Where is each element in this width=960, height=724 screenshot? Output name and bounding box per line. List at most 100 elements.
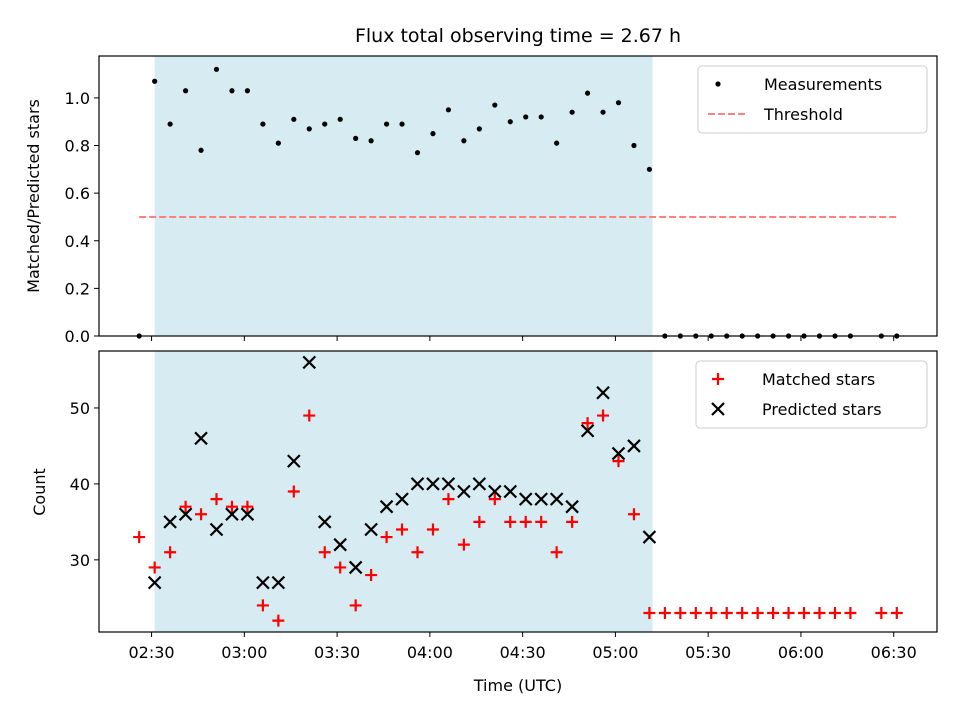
predicted-star-marker bbox=[503, 484, 518, 499]
matched-star-marker bbox=[612, 455, 625, 468]
predicted-star-marker bbox=[271, 575, 286, 590]
matched-star-marker bbox=[179, 500, 192, 513]
bottom-y-axis-label: Count bbox=[30, 468, 49, 516]
matched-star-marker bbox=[550, 546, 563, 559]
measurement-point bbox=[492, 102, 498, 108]
x-tick-label: 06:30 bbox=[871, 643, 917, 662]
measurement-point bbox=[275, 140, 281, 146]
matched-star-marker bbox=[303, 409, 316, 422]
x-tick-label: 04:30 bbox=[500, 643, 546, 662]
predicted-star-marker bbox=[147, 575, 162, 590]
x-axis-label: Time (UTC) bbox=[473, 676, 562, 695]
y-tick-label: 0.2 bbox=[65, 279, 90, 298]
measurement-point bbox=[260, 121, 266, 127]
predicted-star-marker bbox=[287, 454, 301, 468]
measurement-point bbox=[507, 119, 513, 125]
measurement-point bbox=[631, 142, 637, 149]
legend-box bbox=[697, 65, 928, 134]
y-tick-label: 0.6 bbox=[65, 184, 90, 203]
measurement-point bbox=[399, 121, 405, 127]
matched-star-marker bbox=[148, 561, 161, 574]
matched-star-marker bbox=[767, 607, 780, 620]
matched-star-marker bbox=[334, 561, 347, 574]
matched-star-marker bbox=[736, 607, 749, 620]
predicted-star-marker bbox=[178, 507, 193, 522]
predicted-star-marker bbox=[410, 477, 425, 491]
matched-star-marker bbox=[720, 607, 733, 620]
measurement-point bbox=[244, 88, 251, 94]
measurement-point bbox=[600, 109, 606, 115]
measurement-point bbox=[430, 131, 436, 137]
matched-star-marker bbox=[365, 569, 378, 582]
matched-star-marker bbox=[890, 607, 903, 620]
x-tick-label: 03:00 bbox=[221, 643, 267, 662]
measurement-point bbox=[353, 135, 359, 141]
y-tick-label: 50 bbox=[70, 399, 90, 418]
measurement-point bbox=[414, 150, 421, 156]
matched-star-marker bbox=[256, 599, 269, 612]
matched-star-marker bbox=[225, 500, 238, 513]
matched-star-marker bbox=[504, 515, 517, 528]
matched-star-marker bbox=[488, 493, 501, 506]
predicted-star-marker bbox=[426, 477, 440, 491]
measurement-point bbox=[523, 114, 529, 120]
x-tick-label: 05:00 bbox=[592, 643, 638, 662]
measurement-point bbox=[306, 126, 312, 132]
measurement-point bbox=[182, 88, 189, 94]
predicted-star-marker bbox=[379, 499, 394, 514]
matched-star-marker bbox=[241, 500, 254, 513]
matched-star-marker bbox=[798, 607, 811, 620]
predicted-star-marker bbox=[534, 492, 548, 506]
matched-star-marker bbox=[674, 607, 687, 620]
measurement-point bbox=[584, 90, 591, 96]
measurement-point bbox=[476, 126, 482, 132]
predicted-star-marker bbox=[488, 484, 502, 499]
y-tick-label: 0.0 bbox=[65, 327, 90, 346]
matched-star-marker bbox=[782, 607, 795, 620]
y-tick-label: 0.4 bbox=[65, 232, 90, 251]
matched-star-marker bbox=[844, 607, 857, 620]
legend-label: Matched stars bbox=[762, 370, 875, 389]
matched-star-marker bbox=[813, 607, 826, 620]
predicted-star-marker bbox=[225, 507, 239, 522]
measurement-point bbox=[554, 140, 560, 146]
measurement-point bbox=[383, 121, 390, 127]
predicted-star-marker bbox=[333, 537, 347, 552]
measurement-point bbox=[646, 166, 653, 172]
matched-star-marker bbox=[396, 523, 409, 536]
measurement-point bbox=[152, 78, 158, 84]
x-tick-label: 02:30 bbox=[129, 643, 175, 662]
axes-frame bbox=[98, 350, 938, 633]
predicted-star-marker bbox=[317, 515, 332, 529]
predicted-star-marker bbox=[642, 530, 657, 544]
legend-label: Measurements bbox=[764, 75, 882, 94]
legend-label: Threshold bbox=[763, 105, 843, 124]
matched-star-marker bbox=[426, 523, 439, 536]
x-tick-label: 06:00 bbox=[778, 643, 824, 662]
matched-star-marker bbox=[473, 515, 486, 528]
legend-predicted-swatch bbox=[711, 402, 725, 416]
matched-star-marker bbox=[457, 538, 470, 551]
measurement-point bbox=[213, 66, 220, 72]
predicted-star-marker bbox=[549, 492, 564, 506]
matched-star-marker bbox=[318, 546, 331, 559]
predicted-star-marker bbox=[580, 423, 595, 438]
matched-star-marker bbox=[133, 531, 146, 544]
matched-star-marker bbox=[272, 614, 285, 627]
measurement-point bbox=[461, 138, 467, 144]
predicted-star-marker bbox=[194, 431, 208, 446]
measurement-point bbox=[322, 121, 328, 127]
measurement-point bbox=[198, 147, 204, 153]
predicted-star-marker bbox=[163, 515, 177, 529]
matched-star-marker bbox=[875, 607, 888, 620]
legend-label: Predicted stars bbox=[762, 400, 882, 419]
measurement-point bbox=[569, 109, 575, 115]
matched-star-marker bbox=[519, 515, 532, 528]
matched-star-marker bbox=[658, 607, 671, 620]
measurement-point bbox=[445, 107, 452, 113]
y-tick-label: 1.0 bbox=[65, 89, 90, 108]
matched-star-marker bbox=[164, 546, 177, 559]
measurement-point bbox=[538, 114, 544, 120]
predicted-star-marker bbox=[395, 492, 409, 506]
